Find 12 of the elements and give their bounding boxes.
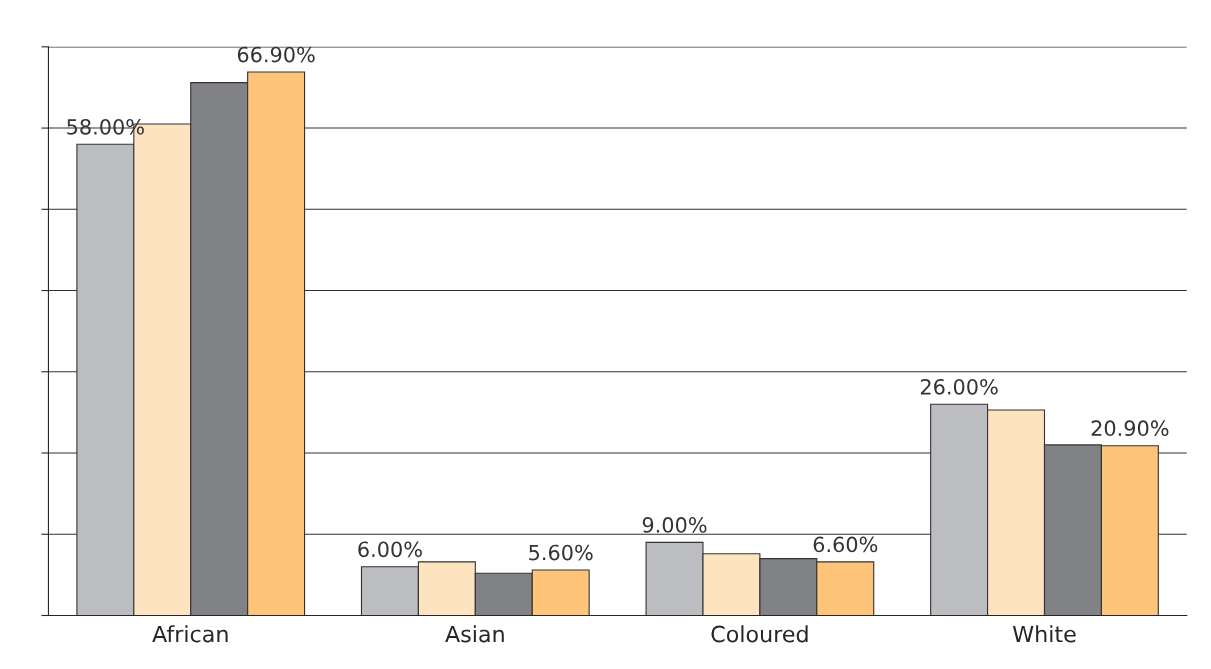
x-tick-label: African [152,625,228,643]
data-label: 58.00% [67,118,144,135]
data-label: 5.60% [529,544,593,561]
x-tick-label: White [1012,625,1076,643]
x-tick-label: Asian [445,625,504,643]
data-label: 6.60% [813,536,878,553]
data-label: 6.00% [358,541,422,558]
x-tick-label: Coloured [711,625,808,643]
data-label: 20.90% [1091,420,1169,437]
data-label: 9.00% [642,517,707,533]
data-label: 26.00% [920,378,998,395]
data-label: 66.90% [237,46,315,63]
